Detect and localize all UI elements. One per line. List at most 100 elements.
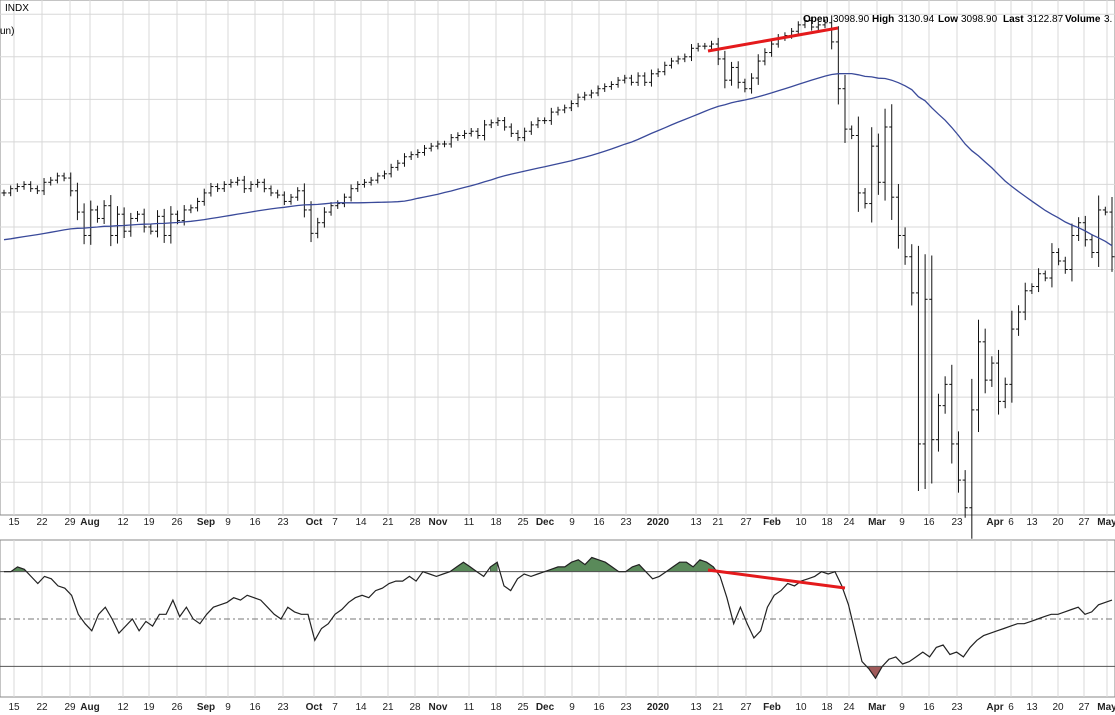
x-tick-label: 26 [171, 517, 183, 528]
x-tick-label: 12 [117, 702, 129, 713]
price-bar [929, 255, 935, 484]
price-bar [702, 42, 708, 50]
price-bar [221, 181, 227, 192]
price-bar [134, 210, 140, 222]
x-tick-label: May [1097, 702, 1115, 713]
price-bar [208, 182, 214, 197]
price-bar [989, 356, 995, 387]
x-tick-label: 13 [690, 517, 702, 528]
price-bar [548, 107, 554, 125]
price-bar [902, 227, 908, 265]
x-tick-label: 6 [1008, 517, 1014, 528]
price-bar [648, 69, 654, 87]
price-bar [1029, 283, 1035, 295]
price-bar [261, 178, 267, 193]
x-tick-label: 13 [1026, 702, 1038, 713]
x-tick-label: 23 [951, 517, 963, 528]
price-bar [729, 61, 735, 86]
price-bar [582, 91, 588, 101]
price-bar [375, 172, 381, 184]
price-bar [895, 183, 901, 249]
price-bar [682, 53, 688, 63]
x-tick-label: 27 [740, 517, 752, 528]
x-tick-label: May [1097, 517, 1115, 528]
x-tick-label: Sep [197, 517, 215, 528]
symbol-label: INDX [5, 3, 29, 14]
price-bar [401, 153, 407, 167]
price-bar [355, 181, 361, 192]
x-tick-label: 13 [690, 702, 702, 713]
x-tick-label: 23 [277, 517, 289, 528]
x-tick-label: Nov [429, 517, 448, 528]
price-bar [1049, 243, 1055, 288]
x-tick-label: 22 [36, 517, 48, 528]
price-bar [996, 349, 1002, 415]
x-tick-label: Feb [763, 702, 781, 713]
price-bar [1036, 268, 1042, 293]
x-tick-label: Apr [986, 702, 1003, 713]
x-tick-label: 14 [355, 517, 367, 528]
x-tick-label: 26 [171, 702, 183, 713]
x-tick-label: 29 [64, 702, 76, 713]
price-bar [395, 159, 401, 171]
price-bar [695, 42, 701, 52]
price-bar [742, 78, 748, 93]
open-value: 3098.90 [833, 14, 870, 25]
price-bar [849, 125, 855, 140]
price-bar [822, 19, 828, 29]
price-bar [442, 140, 448, 148]
price-bar [255, 179, 261, 188]
x-tick-label: 13 [1026, 517, 1038, 528]
x-tick-label: 11 [464, 517, 475, 528]
x-tick-label: 28 [409, 517, 421, 528]
price-panel [0, 0, 1115, 539]
x-tick-label: 9 [569, 702, 575, 713]
price-bar [869, 127, 875, 223]
volume-value: 3. [1104, 14, 1112, 25]
price-bar [1096, 195, 1102, 267]
x-tick-label: Dec [536, 517, 555, 528]
price-bar [502, 116, 508, 131]
x-tick-label: 2020 [647, 517, 670, 528]
price-bar [81, 203, 87, 245]
x-tick-label: 20 [1052, 702, 1064, 713]
x-tick-label: 19 [143, 702, 155, 713]
price-bar [829, 15, 835, 50]
price-bar [415, 149, 421, 158]
x-tick-label: 25 [517, 702, 529, 713]
price-bar [34, 185, 40, 195]
x-tick-label: 12 [117, 517, 129, 528]
x-tick-label: 15 [8, 517, 20, 528]
price-bar [1089, 234, 1095, 259]
price-bar [435, 140, 441, 150]
price-bar [855, 116, 861, 212]
price-bar [121, 207, 127, 239]
price-bar [755, 54, 761, 85]
price-bar [48, 176, 54, 186]
price-bar [468, 128, 474, 137]
price-bar [61, 172, 67, 182]
x-tick-label: 16 [923, 702, 935, 713]
x-tick-label: Aug [80, 702, 99, 713]
price-bar [522, 127, 528, 142]
price-bar [328, 202, 334, 216]
price-bar [802, 17, 808, 29]
open-label: Open [803, 14, 829, 25]
x-tick-label: 18 [490, 517, 502, 528]
price-bar [241, 175, 247, 193]
price-bar [949, 364, 955, 464]
price-bar [228, 179, 234, 188]
price-bar [615, 76, 621, 88]
price-bar [1102, 206, 1108, 216]
period-label: un) [0, 26, 14, 37]
price-bar [942, 376, 948, 414]
price-bar [595, 85, 601, 97]
price-bar [735, 61, 741, 89]
price-bar [281, 191, 287, 206]
x-tick-label: 7 [332, 517, 338, 528]
price-bar [361, 179, 367, 188]
price-bar [21, 181, 27, 190]
x-tick-label: 27 [1078, 517, 1090, 528]
price-bar [462, 130, 468, 139]
